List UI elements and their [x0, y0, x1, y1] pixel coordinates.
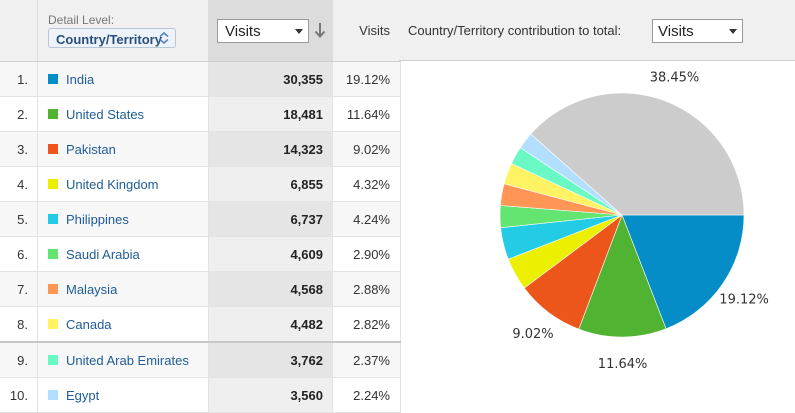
row-percent: 2.90% [332, 236, 401, 272]
row-visits: 6,855 [208, 166, 333, 202]
pie-slice-united-states[interactable] [578, 214, 667, 338]
country-link[interactable]: Pakistan [66, 142, 116, 158]
row-rank: 9. [0, 342, 38, 378]
legend-swatch [48, 283, 58, 294]
table-row: 8. Canada 4,482 2.82% [0, 306, 401, 343]
country-link[interactable]: Egypt [66, 388, 100, 404]
row-rank: 6. [0, 236, 38, 272]
row-dimension-cell: Saudi Arabia [37, 236, 209, 272]
pie-slice-label: 11.64% [598, 357, 648, 372]
metric-select[interactable]: Visits [217, 19, 309, 43]
legend-swatch [48, 389, 58, 400]
header-visits-cell: Visits [208, 0, 333, 62]
legend-swatch [48, 178, 58, 189]
legend-swatch [48, 213, 58, 224]
row-rank: 2. [0, 96, 38, 132]
dropdown-arrow-icon [295, 29, 303, 34]
row-dimension-cell: Pakistan [37, 131, 209, 167]
table-row: 7. Malaysia 4,568 2.88% [0, 271, 401, 307]
dimension-select-value: Country/Territory [56, 32, 162, 47]
header-rank-cell [0, 0, 38, 62]
country-link[interactable]: Saudi Arabia [66, 247, 140, 263]
chart-metric-select[interactable]: Visits [652, 19, 743, 43]
country-link[interactable]: Canada [66, 317, 112, 333]
header-percent-cell[interactable]: Visits [332, 0, 401, 62]
pie-slice-label: 19.12% [719, 293, 769, 308]
row-visits: 3,560 [208, 377, 333, 413]
legend-swatch [48, 108, 58, 119]
pie-slice-other[interactable] [530, 92, 745, 216]
metric-select-value: Visits [225, 23, 261, 40]
legend-swatch [48, 318, 58, 329]
pie-slice-india[interactable] [621, 214, 745, 330]
legend-swatch [48, 248, 58, 259]
row-dimension-cell: Canada [37, 306, 209, 343]
row-percent: 2.24% [332, 377, 401, 413]
detail-level-label: Detail Level: [48, 13, 115, 27]
row-percent: 2.88% [332, 271, 401, 307]
table-row: 5. Philippines 6,737 4.24% [0, 201, 401, 237]
sort-descending-icon[interactable] [313, 21, 327, 39]
country-link[interactable]: Malaysia [66, 282, 118, 298]
data-table: Detail Level: Country/Territory Visits [0, 0, 401, 413]
row-rank: 4. [0, 166, 38, 202]
row-dimension-cell: Malaysia [37, 271, 209, 307]
row-rank: 5. [0, 201, 38, 237]
dimension-select[interactable]: Country/Territory [48, 28, 176, 48]
table-row: 1. India 30,355 19.12% [0, 61, 401, 97]
table-row: 6. Saudi Arabia 4,609 2.90% [0, 236, 401, 272]
chart-header: Country/Territory contribution to total:… [399, 0, 795, 61]
pie-slice-label: 9.02% [512, 327, 553, 342]
row-visits: 18,481 [208, 96, 333, 132]
table-row: 4. United Kingdom 6,855 4.32% [0, 166, 401, 202]
country-link[interactable]: Philippines [66, 212, 129, 228]
chart-header-label: Country/Territory contribution to total: [408, 23, 622, 38]
row-visits: 4,482 [208, 306, 333, 343]
row-visits: 4,568 [208, 271, 333, 307]
legend-swatch [48, 354, 58, 365]
row-rank: 7. [0, 271, 38, 307]
row-dimension-cell: India [37, 61, 209, 97]
row-percent: 19.12% [332, 61, 401, 97]
country-link[interactable]: United Arab Emirates [66, 353, 189, 369]
row-percent: 4.32% [332, 166, 401, 202]
pie-chart: 19.12% 11.64% 9.02% 38.45% [499, 71, 769, 372]
legend-swatch [48, 73, 58, 84]
row-dimension-cell: United Arab Emirates [37, 342, 209, 378]
pie-slice-label: 38.45% [650, 71, 700, 86]
row-percent: 11.64% [332, 96, 401, 132]
row-dimension-cell: United States [37, 96, 209, 132]
table-header-row: Detail Level: Country/Territory Visits [0, 0, 401, 62]
row-rank: 3. [0, 131, 38, 167]
percent-column-header: Visits [359, 23, 390, 38]
row-rank: 8. [0, 306, 38, 343]
table-row: 9. United Arab Emirates 3,762 2.37% [0, 342, 401, 378]
legend-swatch [48, 143, 58, 154]
country-link[interactable]: United Kingdom [66, 177, 159, 193]
chevron-updown-icon [159, 31, 169, 45]
row-visits: 3,762 [208, 342, 333, 378]
row-visits: 4,609 [208, 236, 333, 272]
row-dimension-cell: Egypt [37, 377, 209, 413]
table-row: 2. United States 18,481 11.64% [0, 96, 401, 132]
row-rank: 10. [0, 377, 38, 413]
row-dimension-cell: United Kingdom [37, 166, 209, 202]
table-row: 3. Pakistan 14,323 9.02% [0, 131, 401, 167]
row-percent: 2.37% [332, 342, 401, 378]
row-dimension-cell: Philippines [37, 201, 209, 237]
row-visits: 6,737 [208, 201, 333, 237]
row-visits: 30,355 [208, 61, 333, 97]
row-percent: 4.24% [332, 201, 401, 237]
country-link[interactable]: United States [66, 107, 145, 123]
row-rank: 1. [0, 61, 38, 97]
dropdown-arrow-icon [729, 29, 737, 34]
table-row: 10. Egypt 3,560 2.24% [0, 377, 401, 413]
header-dimension-cell: Detail Level: Country/Territory [37, 0, 209, 62]
row-percent: 9.02% [332, 131, 401, 167]
row-visits: 14,323 [208, 131, 333, 167]
chart-metric-select-value: Visits [658, 23, 694, 40]
row-percent: 2.82% [332, 306, 401, 343]
country-link[interactable]: India [66, 72, 95, 88]
